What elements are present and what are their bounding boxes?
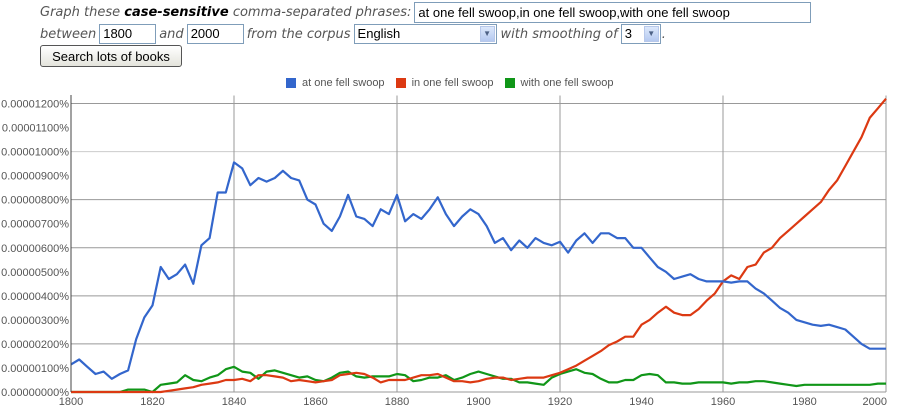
legend-item[interactable]: at one fell swoop [286, 77, 385, 89]
y-tick-label: 0.00000200% [1, 339, 69, 351]
start-year-input[interactable]: 1800 [99, 24, 157, 44]
y-tick-label: 0.00000700% [1, 219, 69, 231]
corpus-select[interactable]: English ▼ [353, 24, 497, 44]
legend-swatch-icon [395, 78, 406, 88]
y-tick-label: 0.00001000% [1, 147, 69, 159]
y-tick-label: 0.00000800% [1, 195, 69, 207]
x-tick-label: 2000 [863, 396, 887, 408]
legend-item[interactable]: in one fell swoop [395, 77, 494, 89]
y-tick-label: 0.00000900% [1, 171, 69, 183]
y-axis-ticks: 0.00000000% 0.00000100% 0.00000200% 0.00000… [1, 99, 69, 400]
x-tick-label: 1820 [140, 396, 164, 408]
y-tick-label: 0.00000600% [1, 243, 69, 255]
legend-swatch-icon [286, 78, 296, 88]
legend-swatch-icon [504, 78, 515, 88]
y-tick-label: 0.00001100% [2, 123, 69, 135]
series-line-in-one-fell-swoop[interactable] [71, 97, 887, 394]
phrases-input[interactable]: at one fell swoop,in one fell swoop,with… [414, 1, 812, 23]
x-tick-label: 1900 [466, 396, 490, 408]
legend-label: in one fell swoop [411, 77, 494, 89]
x-tick-label: 1940 [629, 396, 653, 408]
x-axis-ticks: 1800 1820 1840 1860 1880 1900 1920 1940 1960 1980… [59, 396, 887, 408]
chart-grid [71, 95, 887, 393]
x-tick-label: 1960 [711, 396, 735, 408]
between-label: between [40, 26, 97, 42]
y-tick-label: 0.00001200% [1, 99, 69, 111]
period: . [661, 26, 666, 42]
y-tick-label: 0.00000500% [1, 267, 69, 279]
y-tick-label: 0.00000300% [1, 315, 69, 327]
y-tick-label: 0.00000400% [1, 291, 69, 303]
legend-label: at one fell swoop [302, 77, 385, 89]
graph-prefix-label: Graph these [40, 4, 121, 20]
series-line-at-one-fell-swoop[interactable] [70, 161, 886, 380]
range-row: between 1800 and 2000 from the corpus En… [40, 23, 666, 45]
smoothing-select[interactable]: 3 ▼ [620, 24, 661, 44]
and-label: and [159, 26, 184, 42]
end-year-input[interactable]: 2000 [186, 24, 244, 44]
x-tick-label: 1980 [792, 396, 816, 408]
x-tick-label: 1860 [303, 396, 327, 408]
graph-suffix-label: comma-separated phrases: [232, 4, 412, 20]
chart-series [70, 97, 887, 394]
case-sensitive-label: case-sensitive [124, 4, 229, 20]
search-button[interactable]: Search lots of books [40, 45, 182, 67]
chevron-down-icon[interactable]: ▼ [643, 26, 659, 42]
x-tick-label: 1880 [385, 396, 409, 408]
chart-legend: at one fell swoop in one fell swoop with… [286, 77, 624, 89]
smoothing-value: 3 [624, 26, 632, 41]
x-tick-label: 1920 [548, 396, 572, 408]
corpus-value: English [357, 26, 401, 41]
smoothing-label: with smoothing of [500, 26, 618, 42]
series-line-with-one-fell-swoop[interactable] [71, 365, 886, 394]
legend-label: with one fell swoop [520, 77, 614, 89]
x-tick-label: 1800 [59, 396, 83, 408]
y-tick-label: 0.00000000% [1, 387, 69, 399]
y-tick-label: 0.00000100% [1, 363, 69, 375]
chevron-down-icon[interactable]: ▼ [479, 26, 495, 42]
corpus-label: from the corpus [246, 26, 351, 42]
legend-item[interactable]: with one fell swoop [504, 77, 614, 89]
phrases-row: Graph these case-sensitive comma-separat… [40, 1, 812, 23]
x-tick-label: 1840 [222, 396, 246, 408]
